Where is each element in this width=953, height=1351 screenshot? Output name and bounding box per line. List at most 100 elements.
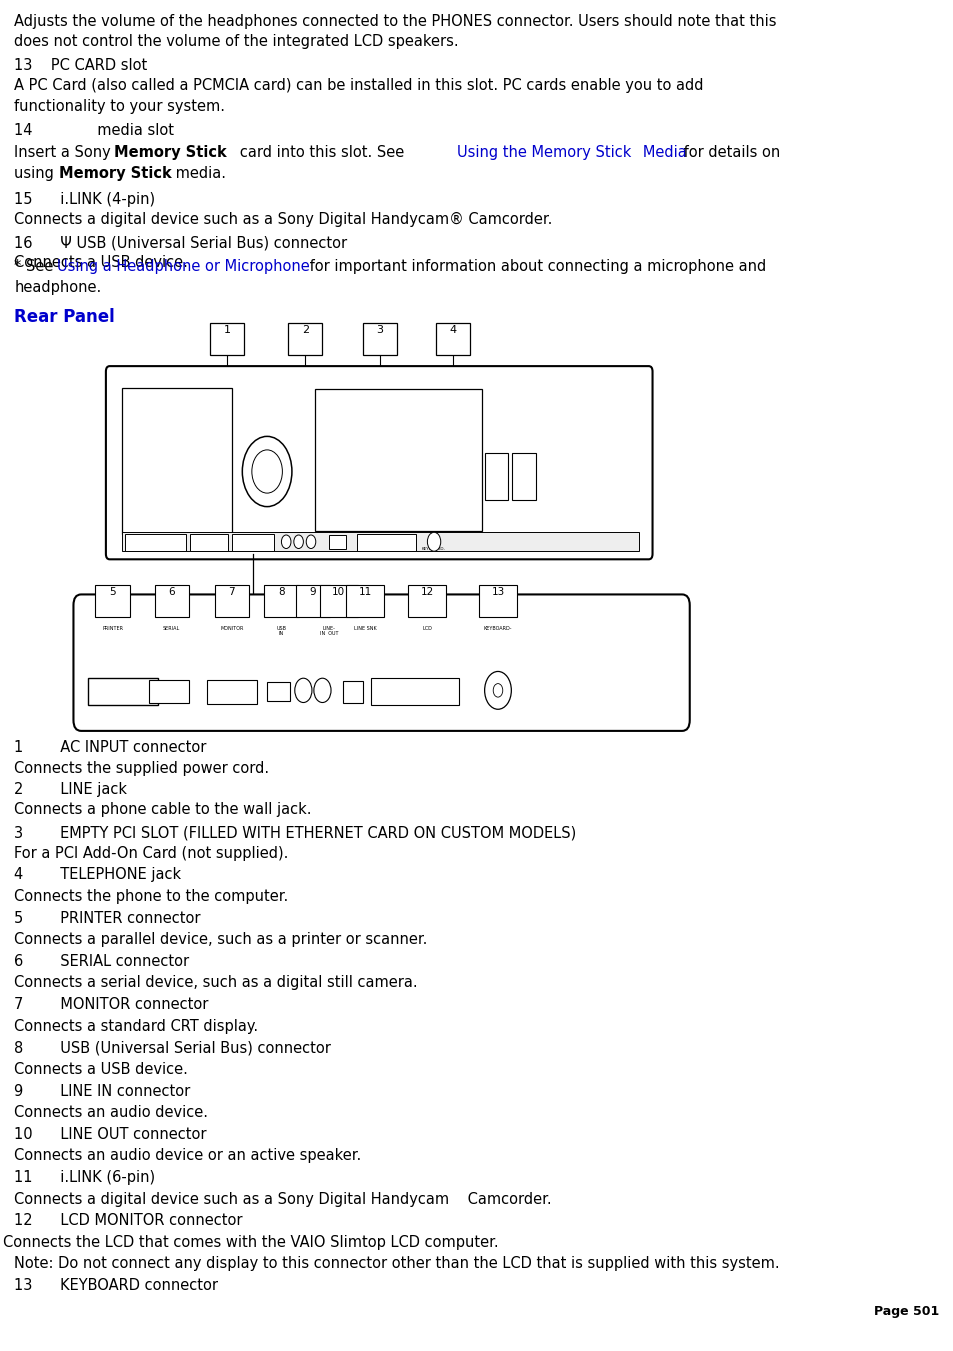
Text: 9: 9 [310,586,315,597]
Text: Connects the supplied power cord.: Connects the supplied power cord. [14,761,269,775]
Text: Connects the LCD that comes with the VAIO Slimtop LCD computer.: Connects the LCD that comes with the VAI… [3,1235,498,1250]
FancyBboxPatch shape [232,534,274,551]
Bar [329,535,346,549]
FancyBboxPatch shape [295,585,330,617]
FancyBboxPatch shape [362,323,396,355]
FancyBboxPatch shape [73,594,689,731]
Text: 1: 1 [223,324,231,335]
Text: for details on: for details on [679,145,780,159]
Text: 4: 4 [449,324,456,335]
Circle shape [281,535,291,549]
FancyBboxPatch shape [346,585,384,617]
Text: 7: 7 [229,586,234,597]
Text: Rear Panel: Rear Panel [14,308,115,326]
Text: LCD: LCD [381,540,391,546]
Text: MONITOR: MONITOR [241,540,264,546]
Text: Connects a phone cable to the wall jack.: Connects a phone cable to the wall jack. [14,802,312,817]
Text: media.: media. [171,166,226,181]
Text: KEYBOARD-: KEYBOARD- [483,626,512,631]
Text: Media: Media [628,145,686,159]
Text: 11: 11 [358,586,372,597]
Circle shape [242,436,292,507]
Text: Memory Stick: Memory Stick [59,166,172,181]
FancyBboxPatch shape [95,585,130,617]
Text: 2        LINE jack: 2 LINE jack [14,782,127,797]
Bar [122,532,639,551]
Text: Connects an audio device or an active speaker.: Connects an audio device or an active sp… [14,1148,361,1163]
Circle shape [314,678,331,703]
Text: PRINTER: PRINTER [145,540,166,546]
Circle shape [306,535,315,549]
FancyBboxPatch shape [210,323,244,355]
Circle shape [484,671,511,709]
Text: headphone.: headphone. [14,280,101,295]
Text: Connects a serial device, such as a digital still camera.: Connects a serial device, such as a digi… [14,975,417,990]
Circle shape [427,532,440,551]
FancyBboxPatch shape [264,585,298,617]
FancyBboxPatch shape [154,585,189,617]
Text: MONITOR: MONITOR [220,626,243,631]
Text: 5        PRINTER connector: 5 PRINTER connector [14,911,200,925]
Text: Connects a digital device such as a Sony Digital Handycam® Camcorder.: Connects a digital device such as a Sony… [14,212,552,227]
Bar [267,682,290,701]
Text: Connects the phone to the computer.: Connects the phone to the computer. [14,889,288,904]
Text: Memory Stick: Memory Stick [114,145,227,159]
Text: 10      LINE OUT connector: 10 LINE OUT connector [14,1127,207,1142]
Circle shape [252,450,282,493]
Text: 13      KEYBOARD connector: 13 KEYBOARD connector [14,1278,218,1293]
Text: * See: * See [14,259,58,274]
Bar [484,453,508,500]
Text: 14              media slot: 14 media slot [14,123,174,138]
FancyBboxPatch shape [88,678,158,705]
FancyBboxPatch shape [356,534,416,551]
Text: LINE-
IN  OUT: LINE- IN OUT [319,626,338,636]
Text: LCD: LCD [422,626,432,631]
Text: 3: 3 [375,324,383,335]
Text: SERIAL: SERIAL [200,540,217,546]
Text: card into this slot. See: card into this slot. See [226,145,409,159]
FancyBboxPatch shape [106,366,652,559]
FancyBboxPatch shape [371,678,458,705]
Text: 9        LINE IN connector: 9 LINE IN connector [14,1084,191,1098]
Text: Using a Headphone or Microphone: Using a Headphone or Microphone [57,259,310,274]
Text: Connects a USB device.: Connects a USB device. [14,1062,188,1077]
Text: Connects a digital device such as a Sony Digital Handycam    Camcorder.: Connects a digital device such as a Sony… [14,1192,552,1206]
Text: 12      LCD MONITOR connector: 12 LCD MONITOR connector [14,1213,243,1228]
Text: 6        SERIAL connector: 6 SERIAL connector [14,954,190,969]
Text: 12: 12 [420,586,434,597]
Text: 13    PC CARD slot: 13 PC CARD slot [14,58,148,73]
Text: LINE SNK: LINE SNK [354,626,376,631]
Bar [343,681,362,703]
FancyBboxPatch shape [125,534,186,551]
FancyBboxPatch shape [149,680,189,703]
Text: does not control the volume of the integrated LCD speakers.: does not control the volume of the integ… [14,34,458,49]
Text: 13: 13 [491,586,504,597]
Text: 3        EMPTY PCI SLOT (FILLED WITH ETHERNET CARD ON CUSTOM MODELS): 3 EMPTY PCI SLOT (FILLED WITH ETHERNET C… [14,825,576,840]
Text: 4        TELEPHONE jack: 4 TELEPHONE jack [14,867,181,882]
Text: Using the Memory Stick: Using the Memory Stick [456,145,631,159]
FancyBboxPatch shape [319,585,357,617]
Text: Note: Do not connect any display to this connector other than the LCD that is su: Note: Do not connect any display to this… [14,1256,780,1271]
Text: KEYBOARD-: KEYBOARD- [421,547,446,551]
Text: functionality to your system.: functionality to your system. [14,99,225,113]
Circle shape [493,684,502,697]
Circle shape [294,678,312,703]
FancyBboxPatch shape [190,534,228,551]
Bar [512,453,536,500]
FancyBboxPatch shape [478,585,517,617]
Text: Adjusts the volume of the headphones connected to the PHONES connector. Users sh: Adjusts the volume of the headphones con… [14,14,776,28]
Text: 11      i.LINK (6-pin): 11 i.LINK (6-pin) [14,1170,155,1185]
Text: Connects a USB device.: Connects a USB device. [14,255,188,270]
FancyBboxPatch shape [408,585,446,617]
Text: 15      i.LINK (4-pin): 15 i.LINK (4-pin) [14,192,155,207]
Text: for important information about connecting a microphone and: for important information about connecti… [305,259,765,274]
Text: Connects a standard CRT display.: Connects a standard CRT display. [14,1019,258,1034]
Text: 6: 6 [169,586,174,597]
Text: PRINTER: PRINTER [102,626,123,631]
Text: 7        MONITOR connector: 7 MONITOR connector [14,997,209,1012]
FancyBboxPatch shape [436,323,470,355]
Bar [314,389,481,531]
Text: Connects an audio device.: Connects an audio device. [14,1105,208,1120]
Text: 5: 5 [110,586,115,597]
Text: SERIAL: SERIAL [163,626,180,631]
